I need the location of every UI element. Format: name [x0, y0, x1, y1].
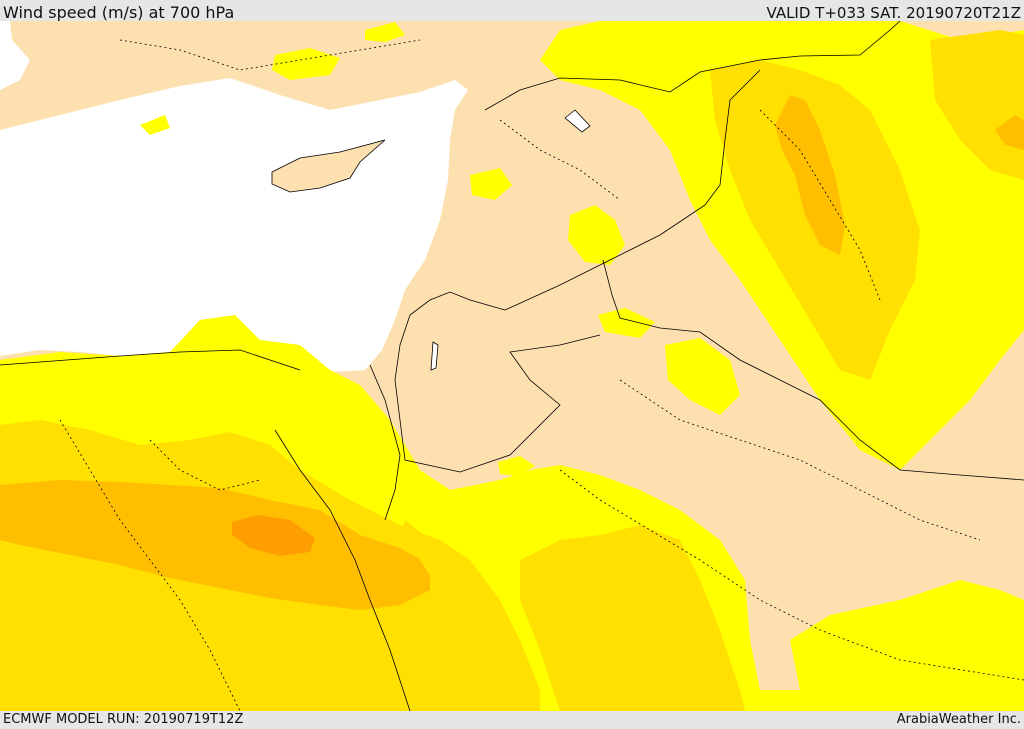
dead-sea: [430, 341, 439, 371]
wind-band-2-northeast: [930, 30, 1024, 180]
lake-assad: [564, 109, 591, 133]
wind-band-3-northeast: [995, 115, 1024, 150]
map-canvas: [0, 21, 1024, 711]
wind-band-1-spot-f: [365, 22, 405, 42]
wind-band-1-spot-e: [272, 48, 340, 80]
wind-band-1-spot-c: [470, 168, 512, 200]
wind-band-3-east: [775, 95, 845, 255]
red-sea: [402, 520, 530, 711]
country-borders: [0, 21, 1024, 711]
credit: ArabiaWeather Inc.: [896, 712, 1021, 727]
wind-band-2-southcenter: [520, 525, 745, 711]
aegean-sea: [0, 21, 30, 90]
admin-boundaries: [59, 39, 1024, 711]
wind-band-1-spot-a: [568, 205, 625, 265]
wind-band-1-spot-d: [598, 308, 655, 338]
wind-band-4-core: [232, 515, 315, 556]
valid-time: VALID T+033 SAT. 20190720T21Z: [766, 4, 1021, 22]
model-run: ECMWF MODEL RUN: 20190719T12Z: [3, 712, 244, 727]
header-bar: [0, 0, 1024, 21]
map-title: Wind speed (m/s) at 700 hPa: [3, 3, 235, 22]
wind-band-1-spot-b: [665, 338, 740, 415]
cyprus: [271, 139, 386, 193]
footer-bar: [0, 711, 1024, 729]
wind-band-1-spot-g: [140, 115, 170, 135]
wind-band-1-spot-h: [498, 456, 535, 476]
wind-band-3-south: [0, 480, 430, 610]
